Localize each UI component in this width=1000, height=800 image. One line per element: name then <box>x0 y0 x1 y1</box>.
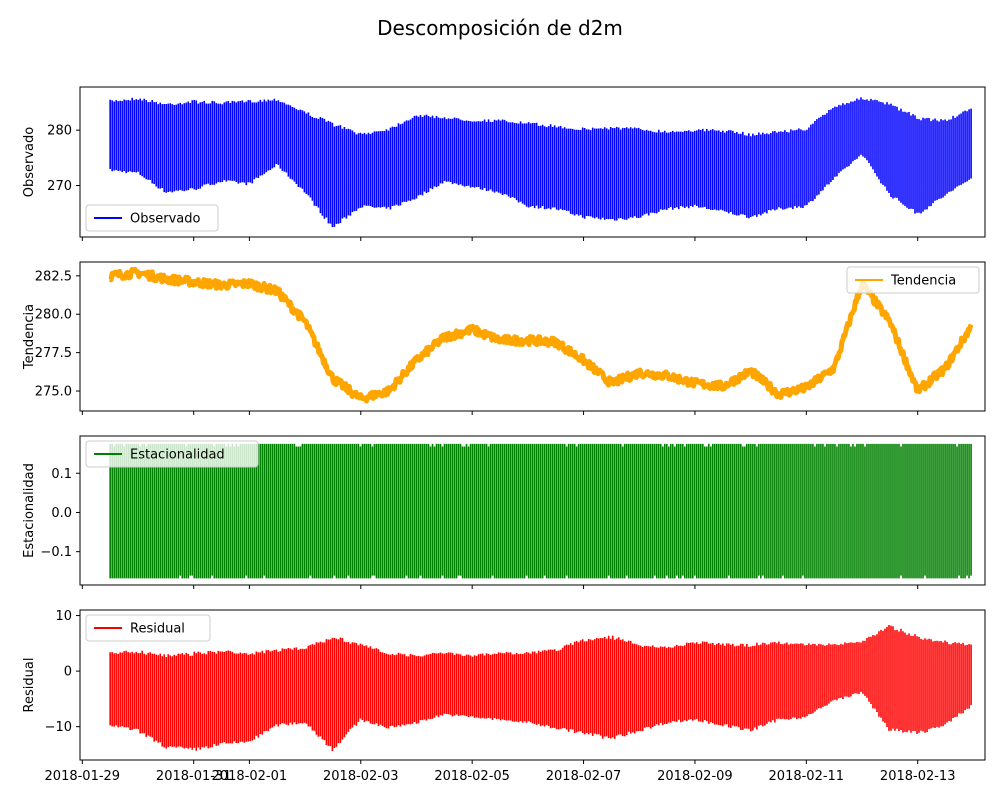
x-tick-label: 2018-02-07 <box>546 769 622 784</box>
panel-observado: 270 280 Observado Observado <box>22 86 986 241</box>
y-tick-label: 280 <box>47 124 72 139</box>
legend-label: Tendencia <box>890 274 956 289</box>
x-tick-label: 2018-02-03 <box>323 769 399 784</box>
legend: Observado <box>85 204 219 232</box>
panel-estacionalidad: −0.1 0.0 0.1 Estacionalidad Estacionalidad <box>22 435 986 589</box>
y-axis-label: Tendencia <box>22 304 37 370</box>
y-tick-label: −0.1 <box>40 545 72 560</box>
panel-residual: −10 0 10 Residual Residual <box>22 609 986 764</box>
legend-box <box>85 614 211 642</box>
y-axis-label: Observado <box>22 127 37 198</box>
y-tick-label: 0 <box>64 665 72 680</box>
y-tick-label: −10 <box>45 720 72 735</box>
panel-tendencia: 275.0 277.5 280.0 282.5 Tendencia Tendencia <box>22 261 986 415</box>
figure-title: Descomposición de d2m <box>377 16 623 40</box>
y-tick-label: 0.0 <box>51 506 72 521</box>
x-tick-label: 2018-01-29 <box>45 769 121 784</box>
axes-frame <box>79 609 986 761</box>
legend-box <box>85 204 219 232</box>
legend-box <box>846 266 980 294</box>
series-observado <box>109 97 972 228</box>
legend-box <box>85 440 259 468</box>
legend-label: Residual <box>130 622 185 637</box>
y-tick-label: 0.1 <box>51 467 72 482</box>
legend-label: Estacionalidad <box>130 448 225 463</box>
axes-frame <box>79 86 986 238</box>
x-tick-label: 2018-02-13 <box>880 769 956 784</box>
x-tick-label: 2018-02-05 <box>434 769 510 784</box>
y-axis-label: Residual <box>22 658 37 713</box>
y-tick-label: 277.5 <box>35 346 72 361</box>
y-tick-label: 10 <box>55 609 72 624</box>
legend-label: Observado <box>130 212 201 227</box>
axes-frame <box>79 261 986 412</box>
series-estacionalidad <box>109 443 972 579</box>
x-tick-label: 2018-02-09 <box>657 769 733 784</box>
x-tick-label: 2018-02-11 <box>769 769 845 784</box>
series-tendencia <box>108 266 974 404</box>
x-tick-label: 2018-01-31 <box>156 769 232 784</box>
series-residual <box>109 625 972 752</box>
legend: Estacionalidad <box>85 440 259 468</box>
y-tick-label: 282.5 <box>35 269 72 284</box>
legend: Tendencia <box>846 266 980 294</box>
axes-frame <box>79 435 986 586</box>
x-tick-label: 2018-02-01 <box>212 769 288 784</box>
y-axis-label: Estacionalidad <box>22 463 37 558</box>
y-tick-label: 280.0 <box>35 308 72 323</box>
y-tick-label: 275.0 <box>35 385 72 400</box>
legend: Residual <box>85 614 211 642</box>
y-tick-label: 270 <box>47 179 72 194</box>
